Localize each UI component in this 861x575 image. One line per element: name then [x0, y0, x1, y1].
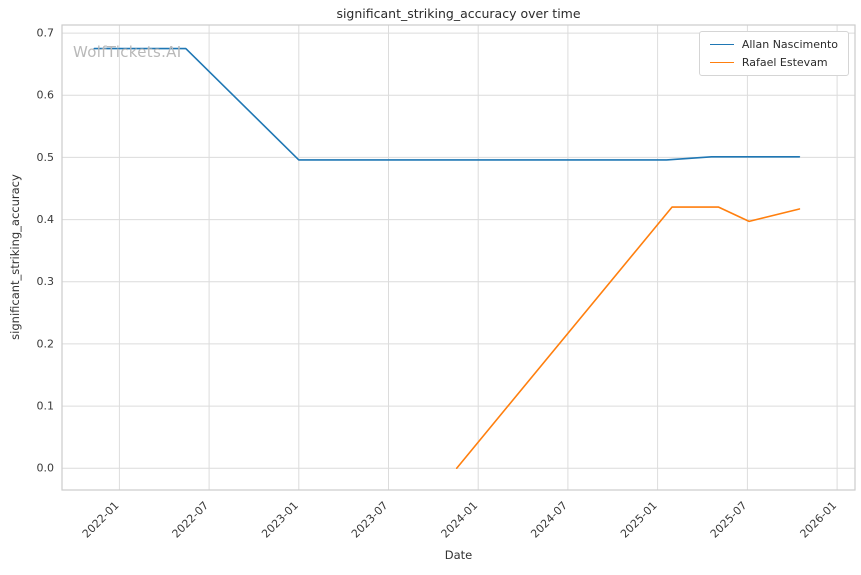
series-line-rafael-estevam — [455, 206, 801, 470]
x-tick-label: 2025-07 — [708, 499, 750, 541]
y-tick-label: 0.3 — [37, 275, 55, 288]
plot-background — [62, 25, 855, 490]
x-tick-label: 2024-01 — [439, 499, 481, 541]
x-tick-label: 2023-01 — [259, 499, 301, 541]
y-tick-label: 0.6 — [37, 89, 55, 102]
x-tick-label: 2025-01 — [618, 499, 660, 541]
x-tick-label: 2022-01 — [80, 499, 122, 541]
y-tick-label: 0.4 — [37, 213, 55, 226]
x-tick-label: 2022-07 — [170, 499, 212, 541]
y-tick-label: 0.7 — [37, 27, 55, 40]
x-tick-label: 2024-07 — [528, 499, 570, 541]
x-tick-label: 2026-01 — [798, 499, 840, 541]
y-tick-label: 0.2 — [37, 337, 55, 350]
legend-entry: Allan Nascimento — [709, 38, 838, 51]
watermark: WolfTickets.AI — [73, 43, 182, 61]
x-axis-label: Date — [444, 548, 473, 562]
legend-entry: Rafael Estevam — [709, 56, 838, 69]
legend-line-swatch — [709, 44, 734, 45]
legend-label: Rafael Estevam — [741, 56, 828, 69]
series-line-allan-nascimento — [93, 47, 801, 161]
x-tick-label: 2023-07 — [349, 499, 391, 541]
y-tick-label: 0.5 — [37, 151, 55, 164]
legend-line-swatch — [709, 62, 734, 63]
y-tick-label: 0.0 — [37, 462, 55, 475]
y-axis-label: significant_striking_accuracy — [8, 174, 22, 340]
legend: Allan Nascimento Rafael Estevam — [698, 31, 849, 76]
y-tick-label: 0.1 — [37, 400, 55, 413]
plot-border — [61, 24, 856, 491]
legend-label: Allan Nascimento — [741, 38, 838, 51]
chart-title: significant_striking_accuracy over time — [336, 6, 581, 21]
